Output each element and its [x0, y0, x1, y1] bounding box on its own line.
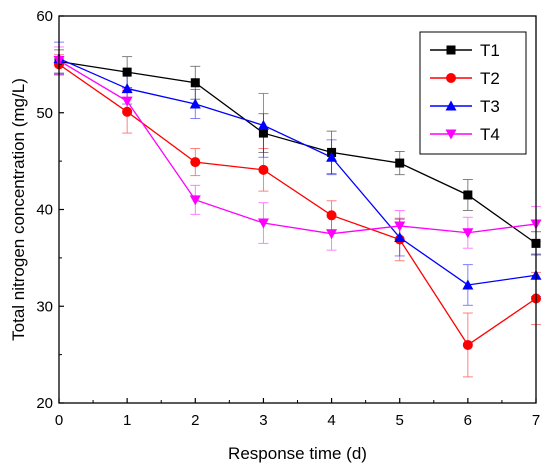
y-tick-label: 50 [36, 105, 53, 122]
legend: T1 T2 T3 T4 [419, 31, 527, 155]
legend-t3-swatch-marker [445, 100, 457, 111]
series-t2-point [190, 157, 201, 168]
x-axis-title: Response time (d) [228, 444, 367, 463]
series-t1-point [190, 78, 200, 88]
y-tick-label: 20 [36, 395, 53, 412]
legend-t2-label: T2 [480, 69, 500, 88]
series-t3-point [462, 279, 474, 290]
series-t4-point [462, 228, 474, 239]
x-tick-label: 1 [123, 412, 131, 429]
legend-t4-label: T4 [480, 125, 500, 144]
x-tick-label: 2 [191, 412, 199, 429]
legend-t1-swatch-marker [446, 45, 456, 55]
series-t2-point [122, 106, 133, 117]
series-t3-point [394, 232, 406, 243]
y-tick-label: 40 [36, 202, 53, 219]
series-t4-point [121, 96, 133, 107]
series-t4-line [58, 59, 537, 235]
x-tick-label: 6 [464, 412, 472, 429]
series-t1-point [463, 190, 473, 200]
series-t2-point [326, 210, 337, 221]
series-t4-point [394, 221, 406, 232]
series-t4-point [189, 195, 201, 206]
series-t4-point [257, 218, 269, 229]
series-t1-point [122, 67, 132, 77]
series-t3-point [326, 151, 338, 162]
x-tick-label: 7 [532, 412, 540, 429]
series-t3-line [58, 57, 537, 286]
series-t1-line [58, 60, 537, 244]
series-t3-point [121, 83, 133, 94]
series-t2-line [58, 63, 537, 346]
legend-t4-swatch-marker [445, 129, 457, 140]
series-t4-point [326, 229, 338, 240]
series-t3-point [189, 98, 201, 109]
y-tick-label: 30 [36, 298, 53, 315]
x-tick-label: 3 [259, 412, 267, 429]
legend-t2-swatch-marker [446, 73, 456, 83]
x-tick-label: 0 [55, 412, 63, 429]
series-t1-point [258, 128, 268, 138]
series-t3-point [257, 119, 269, 130]
legend-t1-label: T1 [480, 41, 500, 60]
x-tick-label: 5 [396, 412, 404, 429]
x-tick-label: 4 [327, 412, 335, 429]
series-t2-point [462, 339, 473, 350]
series-lines-layer [58, 57, 537, 346]
series-t1-point [395, 158, 405, 168]
series-t2-point [258, 164, 269, 175]
legend-t3-label: T3 [480, 97, 500, 116]
y-axis-title: Total nitrogen concentration (mg/L) [9, 78, 28, 341]
y-tick-label: 60 [36, 8, 53, 25]
axis-ticks-layer: 0 1 2 3 4 5 6 7 20 30 40 50 60 [36, 8, 540, 429]
